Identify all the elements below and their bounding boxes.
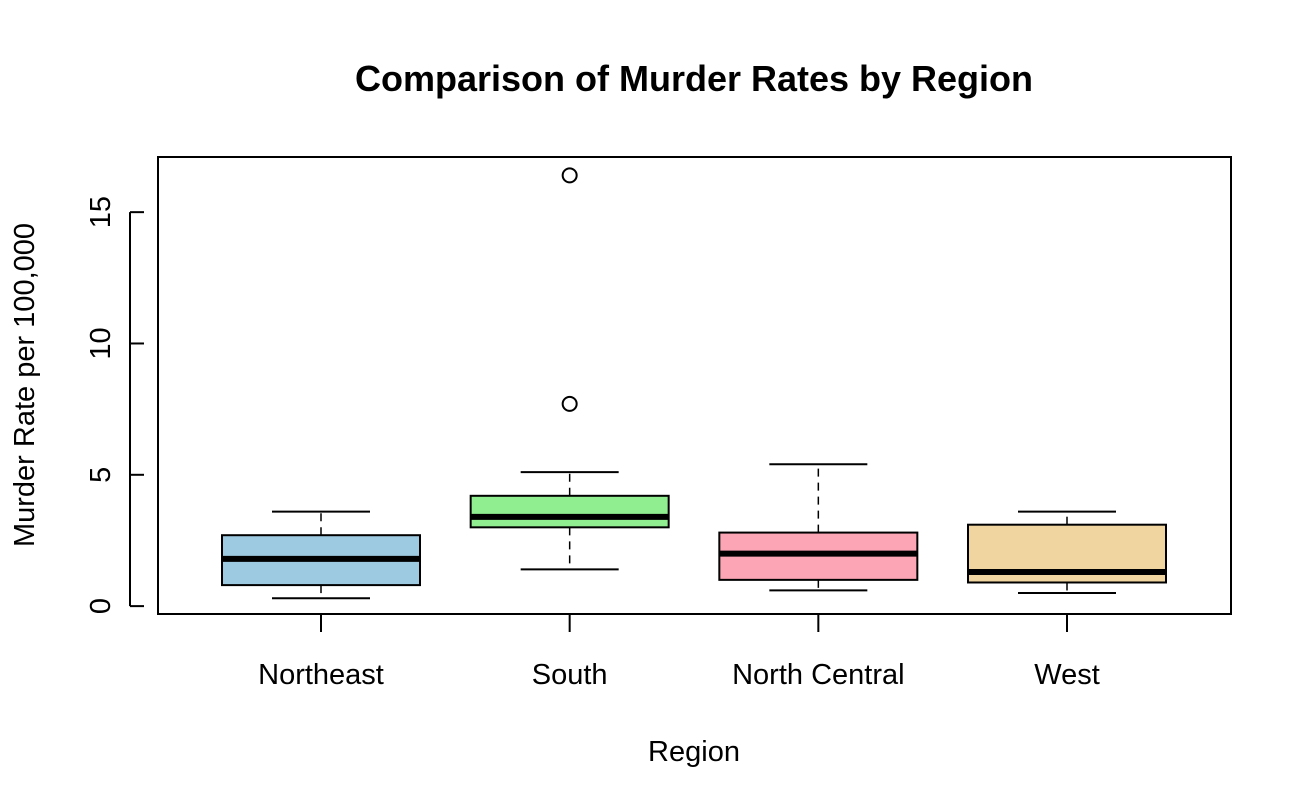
x-tick-label: Northeast [258,659,384,691]
y-tick-label: 10 [85,327,117,359]
outlier-point [561,395,578,412]
box-group [718,463,919,592]
x-axis-label: Region [648,736,740,768]
y-axis: 0 5 10 15 [85,196,144,614]
plot-frame [157,156,1232,615]
box-group [221,510,421,600]
y-tick-label: 0 [85,598,117,614]
x-axis: Northeast South North Central West [258,614,1100,691]
chart-title: Comparison of Murder Rates by Region [355,58,1033,99]
boxes-layer [221,167,1167,600]
x-tick-label: South [532,659,608,691]
box-group [967,510,1167,594]
y-tick-label: 5 [85,467,117,483]
y-tick-label: 15 [85,196,117,228]
outlier-point [561,167,578,184]
y-axis-label: Murder Rate per 100,000 [9,223,41,547]
x-tick-label: West [1034,659,1100,691]
box-iqr [469,494,670,529]
box-group [469,167,670,571]
x-tick-label: North Central [732,659,904,691]
